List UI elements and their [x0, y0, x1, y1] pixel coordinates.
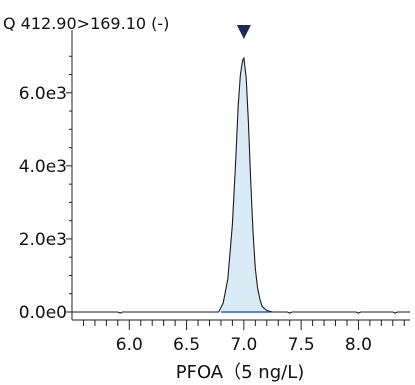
x-tick-label: 7.5	[288, 335, 315, 355]
x-tick-label: 8.0	[345, 335, 372, 355]
x-tick-label: 6.5	[173, 335, 200, 355]
y-tick-label: 2.0e3	[19, 230, 67, 250]
series-line	[72, 56, 410, 314]
plot-area: 0.0e0 2.0e3 4.0e3 6.0e3 6.0 6.5 7.0 7.5 8.0	[19, 25, 410, 355]
chart-title: Q 412.90>169.10 (-)	[3, 14, 169, 33]
y-tick-label: 6.0e3	[19, 84, 67, 104]
x-axis-label: PFOA（5 ng/L)	[176, 362, 305, 383]
y-tick-label: 4.0e3	[19, 157, 67, 177]
x-tick-label: 6.0	[116, 335, 143, 355]
x-tick-label: 7.0	[230, 335, 257, 355]
peak-marker	[236, 25, 251, 39]
peak-area-fill	[220, 58, 272, 312]
y-tick-label: 0.0e0	[19, 303, 67, 323]
